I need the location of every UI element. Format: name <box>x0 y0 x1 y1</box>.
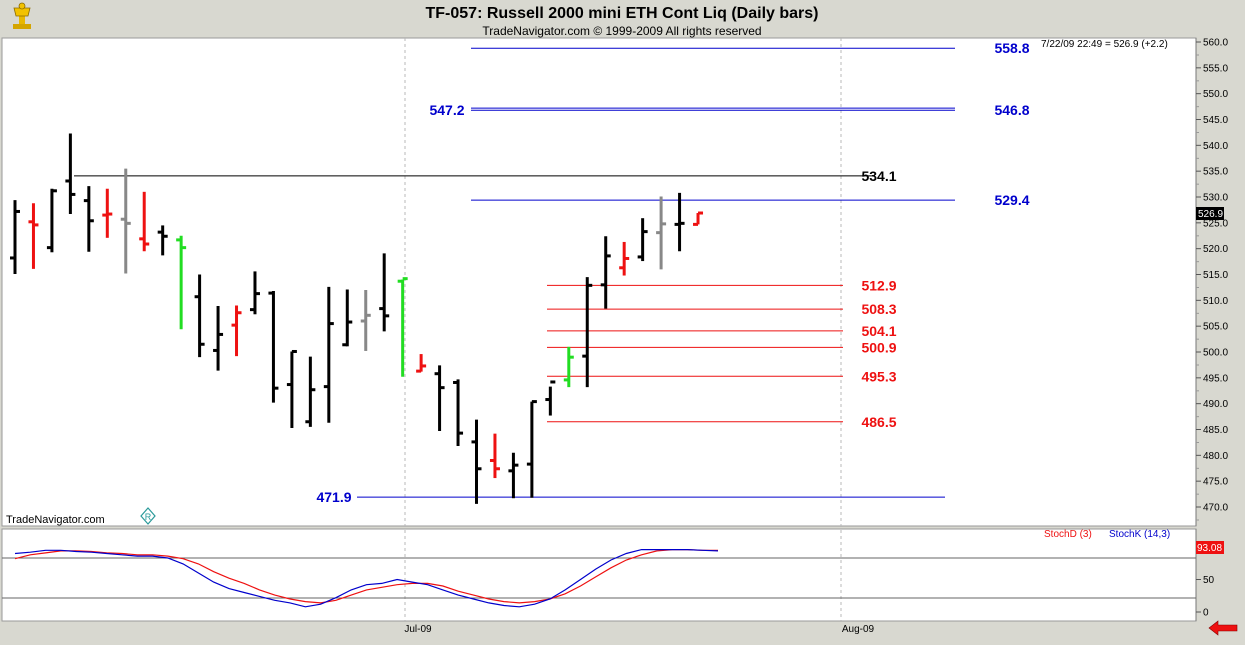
ohlc-bar <box>600 236 611 309</box>
ohlc-bar <box>453 379 464 447</box>
watermark-text: TradeNavigator.com <box>6 514 105 526</box>
price-tick-label: 475.0 <box>1203 477 1228 488</box>
ohlc-bar <box>397 277 408 377</box>
ohlc-bar <box>489 433 500 479</box>
ohlc-bar <box>619 241 630 276</box>
ohlc-bar <box>120 168 131 274</box>
ohlc-bar <box>231 305 242 357</box>
ohlc-bar <box>693 211 704 226</box>
price-tick-label: 515.0 <box>1203 270 1228 281</box>
price-tick-label: 535.0 <box>1203 167 1228 178</box>
ohlc-bar <box>342 289 353 347</box>
level-label: 534.1 <box>861 168 896 184</box>
ohlc-bar <box>526 400 537 498</box>
ohlc-bar <box>637 218 648 262</box>
chart-title: TF-057: Russell 2000 mini ETH Cont Liq (… <box>426 5 819 22</box>
level-label: 471.9 <box>316 489 351 505</box>
ohlc-bar <box>286 349 297 428</box>
price-tick-label: 510.0 <box>1203 296 1228 307</box>
stochastic-lines <box>14 548 719 608</box>
ohlc-bar <box>10 200 20 274</box>
ohlc-bar <box>102 188 113 238</box>
ohlc-bar <box>563 346 574 388</box>
level-label: 495.3 <box>861 368 896 384</box>
ohlc-bar <box>416 354 427 373</box>
ohlc-bar <box>323 286 334 423</box>
quote-text: 7/22/09 22:49 = 526.9 (+2.2) <box>1041 39 1168 50</box>
red-left-arrow-icon[interactable] <box>1208 620 1238 636</box>
price-tick-label: 485.0 <box>1203 425 1228 436</box>
ohlc-bar <box>434 365 445 432</box>
ohlc-bar <box>249 271 260 315</box>
ohlc-bar <box>176 235 187 330</box>
ohlc-bar <box>379 253 390 332</box>
price-tick-label: 540.0 <box>1203 141 1228 152</box>
stoch-value-label: 93.08 <box>1197 543 1222 554</box>
ohlc-bar <box>139 191 150 252</box>
ohlc-bar <box>268 291 279 403</box>
price-tick-label: 490.0 <box>1203 399 1228 410</box>
last-price-label: 526.9 <box>1198 209 1223 220</box>
stoch-tick-label: 50 <box>1203 575 1215 586</box>
ohlc-bar <box>508 452 519 499</box>
ohlc-bar <box>656 196 667 270</box>
diamond-r-icon[interactable]: R <box>140 507 156 525</box>
price-tick-label: 480.0 <box>1203 451 1228 462</box>
ohlc-bar <box>360 290 371 351</box>
last-price-box <box>1196 207 1224 220</box>
price-tick-label: 500.0 <box>1203 348 1228 359</box>
price-tick-label: 495.0 <box>1203 373 1228 384</box>
ohlc-bar <box>28 203 39 269</box>
price-tick-label: 550.0 <box>1203 89 1228 100</box>
copyright-text: TradeNavigator.com © 1999-2009 All right… <box>482 24 761 38</box>
stochd-line <box>14 548 718 604</box>
ohlc-bar <box>213 306 224 371</box>
ohlc-bar <box>83 186 94 252</box>
level-label: 500.9 <box>861 339 896 355</box>
price-tick-label: 525.0 <box>1203 218 1228 229</box>
svg-text:R: R <box>145 512 152 522</box>
level-label: 508.3 <box>861 301 896 317</box>
x-label-aug: Aug-09 <box>842 624 875 635</box>
level-label: 558.8 <box>994 40 1029 56</box>
stochd-legend: StochD (3) <box>1044 529 1092 540</box>
ohlc-bar <box>305 356 316 427</box>
price-bars <box>10 133 704 504</box>
gold-trophy-icon[interactable] <box>13 2 31 29</box>
level-label: 547.2 <box>429 102 464 118</box>
level-label: 546.8 <box>994 102 1029 118</box>
price-tick-label: 530.0 <box>1203 193 1228 204</box>
ohlc-bar <box>582 277 593 388</box>
price-tick-label: 555.0 <box>1203 63 1228 74</box>
ohlc-bar <box>545 380 556 416</box>
ohlc-bar <box>46 188 57 253</box>
price-tick-label: 545.0 <box>1203 115 1228 126</box>
x-label-jul: Jul-09 <box>404 624 432 635</box>
price-levels: 558.8 547.2 546.8 534.1 529.4 512.9 508.3 504.1… <box>74 40 1030 505</box>
ohlc-bar <box>65 133 76 215</box>
level-label: 512.9 <box>861 277 896 293</box>
level-label: 504.1 <box>861 323 896 339</box>
price-tick-label: 560.0 <box>1203 38 1228 49</box>
price-tick-label: 520.0 <box>1203 244 1228 255</box>
stoch-tick-label: 0 <box>1203 608 1209 619</box>
ohlc-bar <box>674 192 685 252</box>
stoch-value-box <box>1196 541 1224 554</box>
level-label: 529.4 <box>994 192 1029 208</box>
price-axis: 470.0 475.0 480.0 485.0 490.0 495.0 500.0 505.0… <box>1195 38 1228 526</box>
stochk-line <box>14 548 719 608</box>
level-label: 486.5 <box>861 414 896 430</box>
ohlc-bar <box>194 274 205 358</box>
price-tick-label: 505.0 <box>1203 322 1228 333</box>
ohlc-bar <box>157 225 168 256</box>
price-tick-label: 470.0 <box>1203 503 1228 514</box>
stochk-legend: StochK (14,3) <box>1109 529 1170 540</box>
ohlc-bar <box>471 419 482 504</box>
